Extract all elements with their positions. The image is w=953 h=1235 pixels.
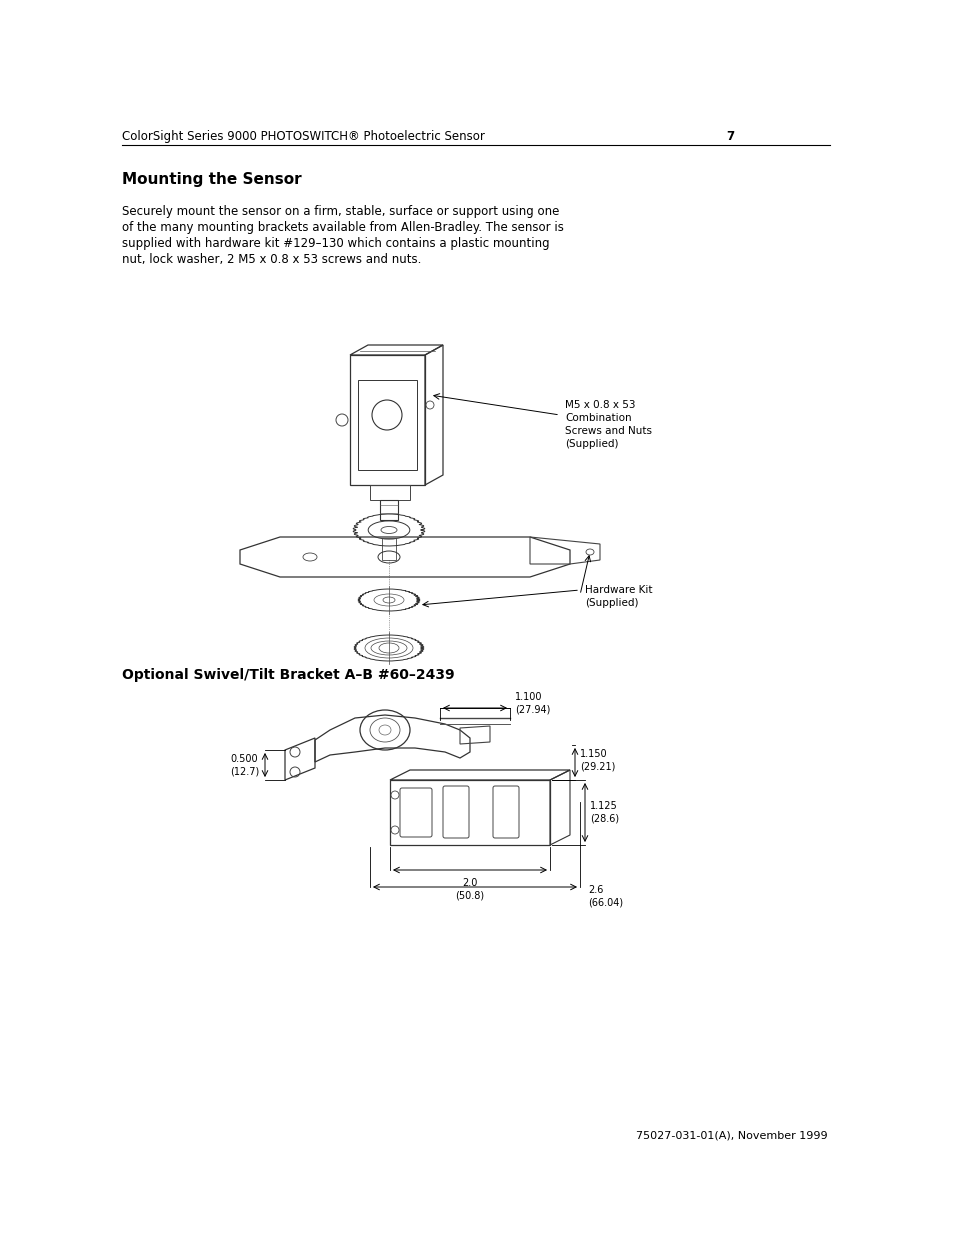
Text: Securely mount the sensor on a firm, stable, surface or support using one: Securely mount the sensor on a firm, sta… — [122, 205, 558, 219]
Text: Optional Swivel/Tilt Bracket A–B #60–2439: Optional Swivel/Tilt Bracket A–B #60–243… — [122, 668, 455, 682]
Text: supplied with hardware kit #129–130 which contains a plastic mounting: supplied with hardware kit #129–130 whic… — [122, 237, 549, 249]
Text: 75027-031-01(A), November 1999: 75027-031-01(A), November 1999 — [636, 1130, 827, 1140]
Text: 1.100
(27.94): 1.100 (27.94) — [515, 692, 550, 714]
Text: 0.500
(12.7): 0.500 (12.7) — [230, 753, 259, 777]
Text: 2.0
(50.8): 2.0 (50.8) — [455, 878, 484, 900]
Text: M5 x 0.8 x 53: M5 x 0.8 x 53 — [564, 400, 635, 410]
Text: Combination: Combination — [564, 412, 631, 424]
Text: 1.150
(29.21): 1.150 (29.21) — [579, 748, 615, 771]
Text: 2.6
(66.04): 2.6 (66.04) — [587, 885, 622, 908]
Text: Hardware Kit: Hardware Kit — [584, 585, 652, 595]
Text: 1.125
(28.6): 1.125 (28.6) — [589, 800, 618, 824]
Text: Mounting the Sensor: Mounting the Sensor — [122, 172, 301, 186]
Text: Screws and Nuts: Screws and Nuts — [564, 426, 651, 436]
Text: nut, lock washer, 2 M5 x 0.8 x 53 screws and nuts.: nut, lock washer, 2 M5 x 0.8 x 53 screws… — [122, 253, 421, 266]
Text: 7: 7 — [725, 130, 734, 143]
Text: (Supplied): (Supplied) — [584, 598, 638, 608]
Text: ColorSight Series 9000 PHOTOSWITCH® Photoelectric Sensor: ColorSight Series 9000 PHOTOSWITCH® Phot… — [122, 130, 484, 143]
Text: of the many mounting brackets available from Allen-Bradley. The sensor is: of the many mounting brackets available … — [122, 221, 563, 233]
Text: (Supplied): (Supplied) — [564, 438, 618, 450]
